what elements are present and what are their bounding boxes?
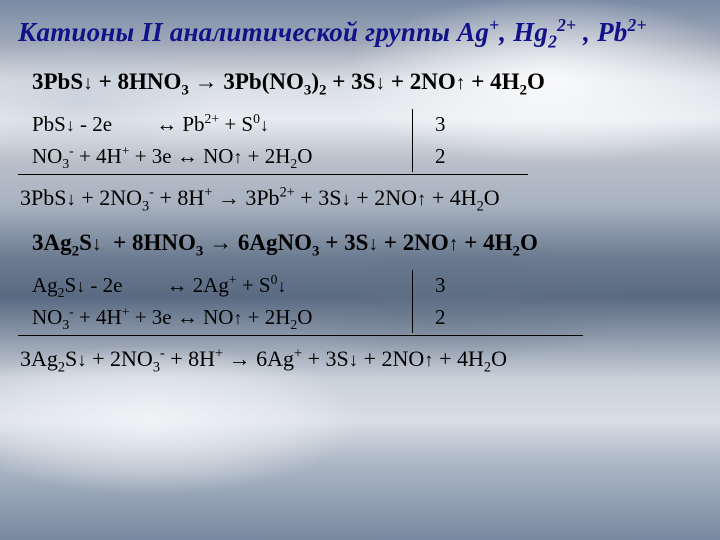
pb-half2-left: NO3- + 4H+ + 3e ↔ NO↑ + 2H2O [32,141,412,173]
ag-ionic-equation: 3Ag2S↓ + 2NO3- + 8H+ → 6Ag+ + 3S↓ + 2NO↑… [20,344,702,374]
ag-half-row-1: Ag2S↓ - 2e↔ 2Ag+ + S0↓ 3 [32,270,702,302]
pb-half1-mult: 3 [412,109,475,141]
pb-half-row-2: NO3- + 4H+ + 3e ↔ NO↑ + 2H2O 2 [32,141,702,173]
ag-half1-mult: 3 [412,270,475,302]
slide-title: Катионы II аналитической группы Ag+, Hg2… [18,14,702,50]
divider-1 [18,174,528,175]
slide: Катионы II аналитической группы Ag+, Hg2… [0,0,720,398]
pb-half2-mult: 2 [412,141,475,173]
ag-main-equation: 3Ag2S↓ + 8HNO3 → 6AgNO3 + 3S↓ + 2NO↑ + 4… [32,227,702,258]
title-prefix: Катионы II аналитической группы [18,17,457,47]
pb-half1-left: PbS↓ - 2e↔ Pb2+ + S0↓ [32,109,412,141]
pb-half-reactions: PbS↓ - 2e↔ Pb2+ + S0↓ 3 NO3- + 4H+ + 3e … [32,109,702,172]
pb-ionic-equation: 3PbS↓ + 2NO3- + 8H+ → 3Pb2+ + 3S↓ + 2NO↑… [20,183,702,213]
ag-half1-left: Ag2S↓ - 2e↔ 2Ag+ + S0↓ [32,270,412,302]
title-ions: Ag+, Hg22+ , Pb2+ [457,17,646,47]
ag-half-reactions: Ag2S↓ - 2e↔ 2Ag+ + S0↓ 3 NO3- + 4H+ + 3e… [32,270,702,333]
ag-half-row-2: NO3- + 4H+ + 3e ↔ NO↑ + 2H2O 2 [32,302,702,334]
pb-half-row-1: PbS↓ - 2e↔ Pb2+ + S0↓ 3 [32,109,702,141]
divider-2 [18,335,583,336]
pb-main-equation: 3PbS↓ + 8HNO3 → 3Pb(NO3)2 + 3S↓ + 2NO↑ +… [32,66,702,97]
ag-half2-left: NO3- + 4H+ + 3e ↔ NO↑ + 2H2O [32,302,412,334]
ag-half2-mult: 2 [412,302,475,334]
